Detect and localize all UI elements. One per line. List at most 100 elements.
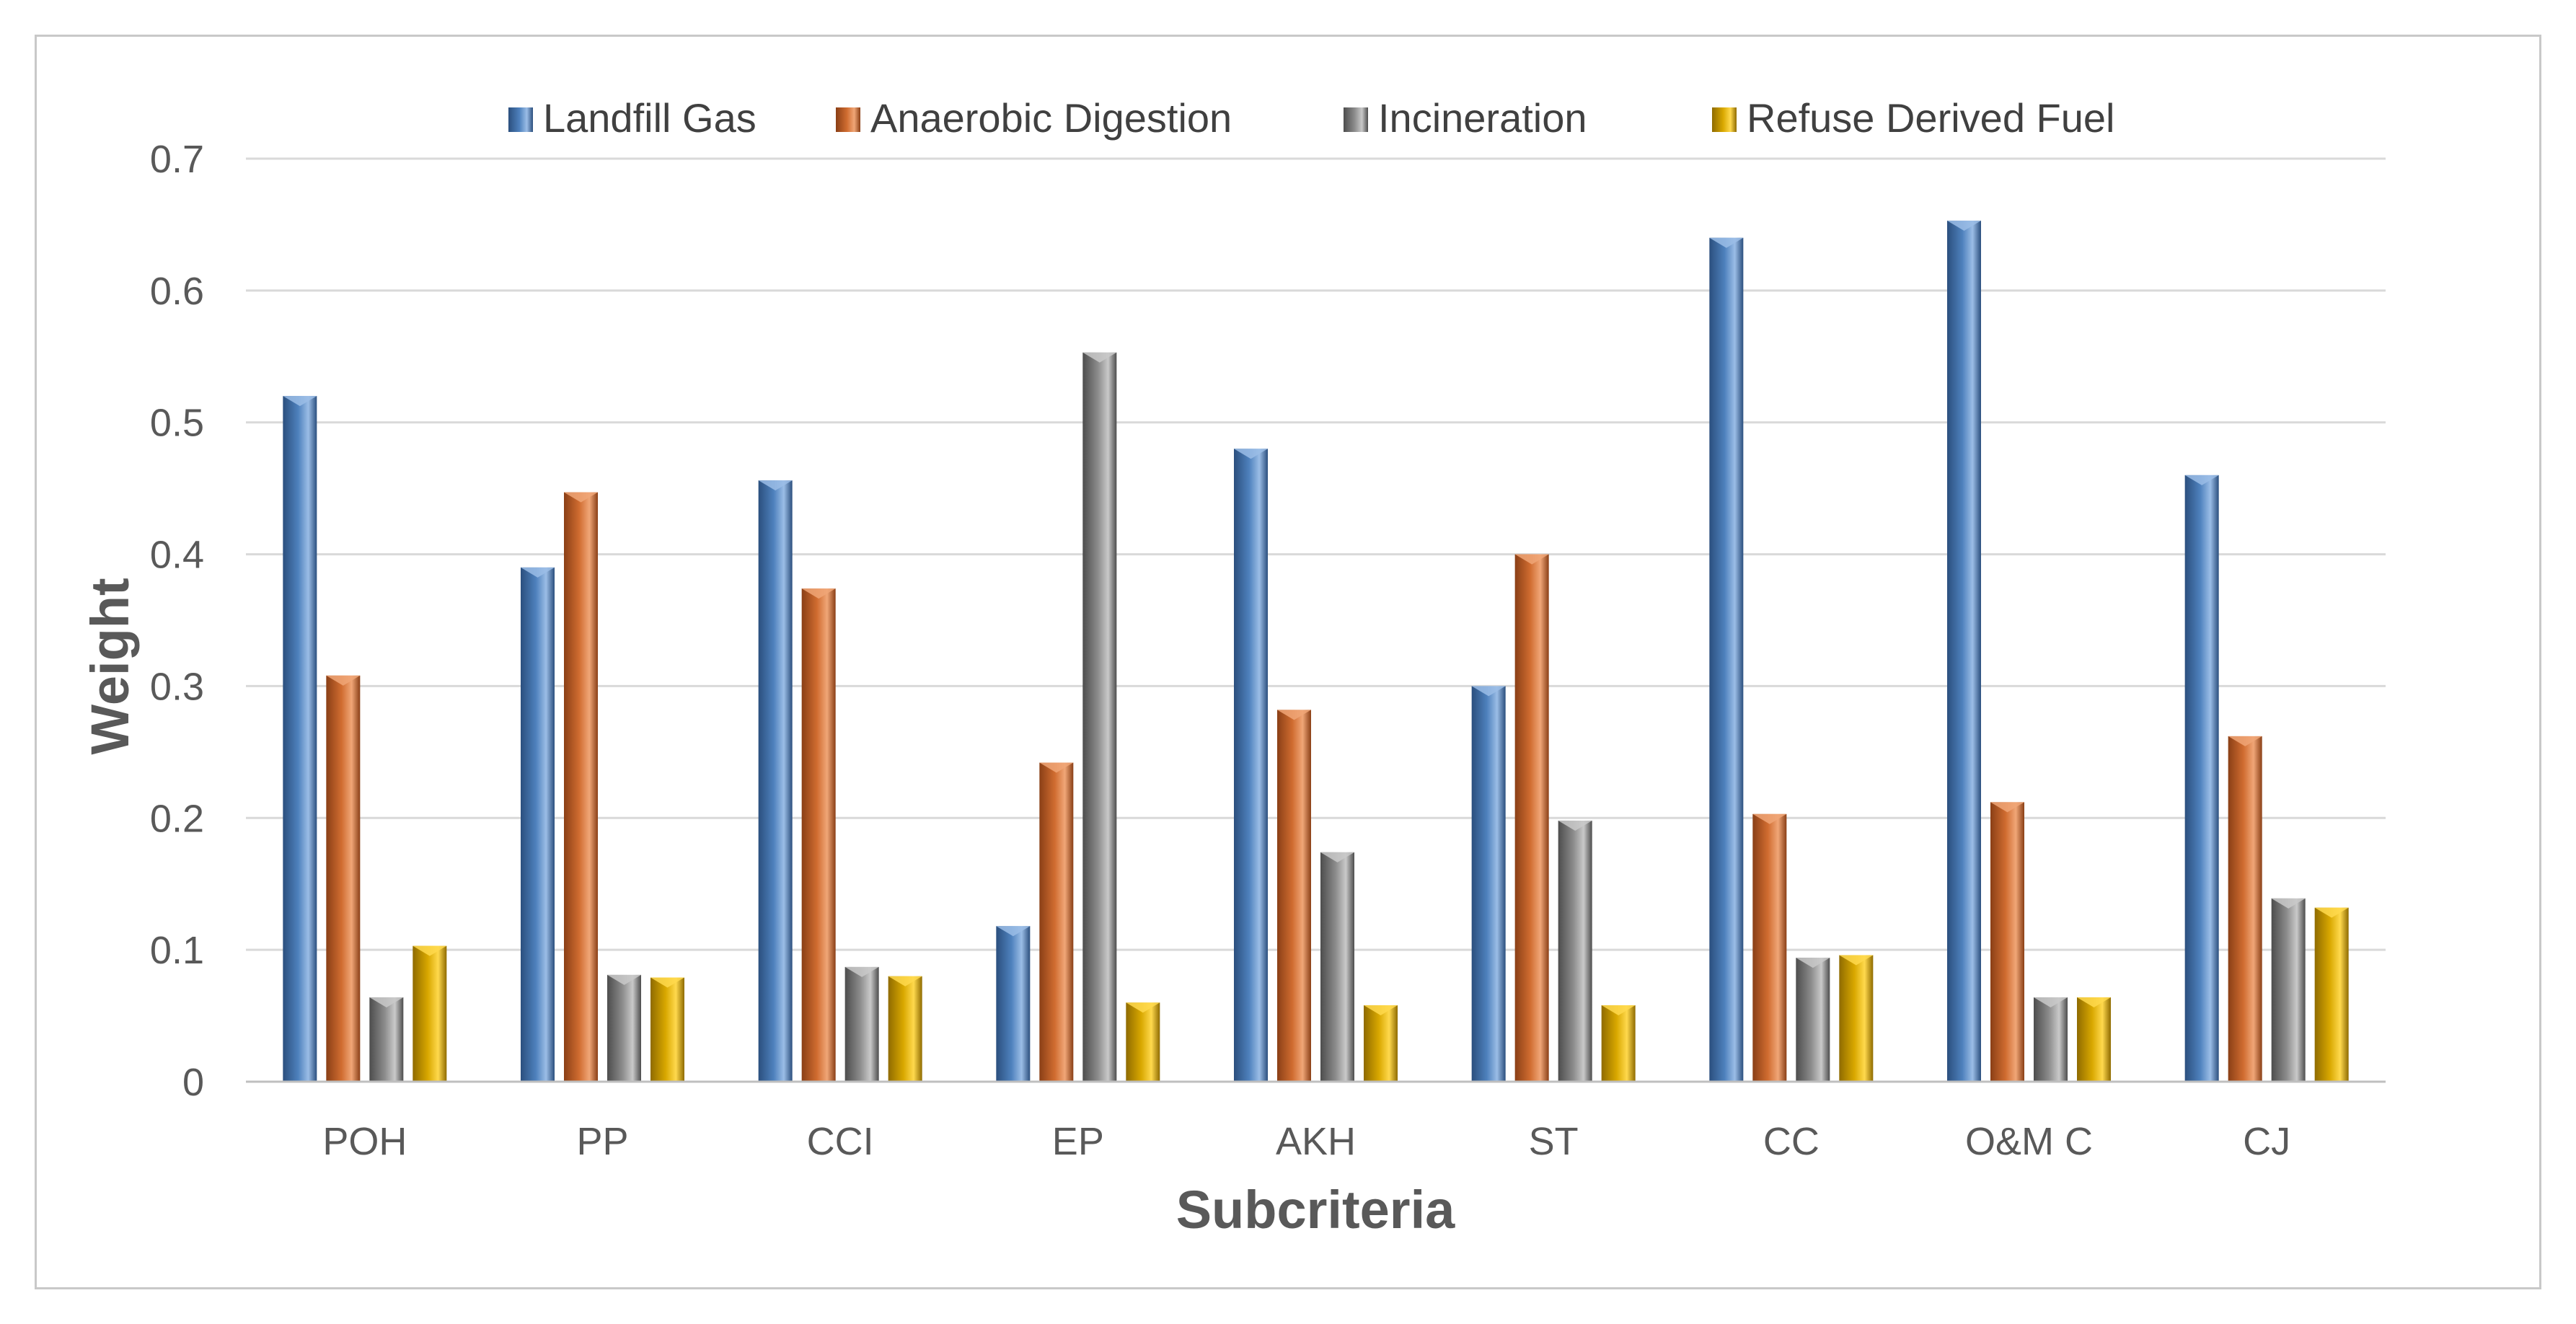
legend: Landfill Gas Anaerobic Digestion Incinerat… xyxy=(508,95,2114,141)
bar-akh-anaerobic-digestion xyxy=(1277,710,1311,1082)
bar-top-akh-landfill-gas xyxy=(1234,449,1268,459)
bar-top-pp-incineration xyxy=(607,974,641,985)
bar-cj-anaerobic-digestion xyxy=(2228,736,2262,1082)
y-axis-title: Weight xyxy=(80,578,140,754)
gridlines xyxy=(246,157,2386,951)
chart-frame: 0 0.1 0.2 0.3 0.4 0.5 0.6 0.7 POH PP CCI EP AKH ST CC… xyxy=(35,35,2541,1289)
bar-oandm-c-incineration xyxy=(2034,997,2068,1082)
bar-ep-landfill-gas xyxy=(996,926,1031,1082)
bar-top-cc-anaerobic-digestion xyxy=(1752,813,1787,824)
x-tick-label: CC xyxy=(1763,1120,1819,1163)
bar-poh-incineration xyxy=(369,997,404,1082)
x-tick-label: CJ xyxy=(2243,1120,2290,1163)
bar-cci-refuse-derived-fuel xyxy=(888,976,922,1082)
bar-cj-incineration xyxy=(2271,898,2306,1082)
bar-cci-anaerobic-digestion xyxy=(801,588,836,1082)
bar-top-pp-landfill-gas xyxy=(521,567,555,578)
bar-top-cc-incineration xyxy=(1796,958,1830,968)
bar-st-refuse-derived-fuel xyxy=(1601,1005,1636,1082)
x-tick-label: EP xyxy=(1052,1120,1104,1163)
y-tick-label: 0.1 xyxy=(150,929,204,972)
bar-top-oandm-c-landfill-gas xyxy=(1947,220,1981,231)
bar-akh-incineration xyxy=(1320,852,1354,1082)
bar-top-cj-refuse-derived-fuel xyxy=(2314,907,2349,918)
bar-top-oandm-c-anaerobic-digestion xyxy=(1990,802,2024,813)
legend-label-landfill-gas: Landfill Gas xyxy=(543,95,757,141)
bar-top-ep-refuse-derived-fuel xyxy=(1126,1002,1160,1013)
bar-top-cci-anaerobic-digestion xyxy=(801,588,836,599)
bar-top-st-anaerobic-digestion xyxy=(1514,554,1549,565)
legend-label-anaerobic-digestion: Anaerobic Digestion xyxy=(870,95,1232,141)
bar-top-oandm-c-refuse-derived-fuel xyxy=(2077,997,2111,1007)
bar-ep-incineration xyxy=(1082,352,1117,1082)
y-tick-label: 0 xyxy=(182,1061,204,1104)
bar-top-pp-anaerobic-digestion xyxy=(564,492,598,503)
bar-akh-landfill-gas xyxy=(1234,449,1268,1082)
bar-top-cci-landfill-gas xyxy=(758,480,793,491)
bar-st-landfill-gas xyxy=(1471,686,1506,1082)
x-axis-title: Subcriteria xyxy=(1176,1180,1455,1240)
bar-top-cj-landfill-gas xyxy=(2184,475,2219,485)
bar-top-cj-anaerobic-digestion xyxy=(2228,736,2262,746)
x-tick-label: O&M C xyxy=(1965,1120,2093,1163)
bar-top-cc-landfill-gas xyxy=(1709,237,1744,248)
bar-top-cci-incineration xyxy=(844,966,879,977)
bar-cj-landfill-gas xyxy=(2184,475,2219,1082)
bar-pp-anaerobic-digestion xyxy=(564,492,598,1082)
x-axis-ticks: POH PP CCI EP AKH ST CC O&M C CJ xyxy=(322,1120,2290,1163)
bar-poh-landfill-gas xyxy=(283,396,317,1082)
bar-cci-incineration xyxy=(844,966,879,1082)
bar-poh-anaerobic-digestion xyxy=(326,675,361,1082)
bars xyxy=(283,220,2349,1082)
bar-top-st-incineration xyxy=(1558,820,1592,831)
bar-cci-landfill-gas xyxy=(758,480,793,1082)
bar-pp-refuse-derived-fuel xyxy=(650,977,684,1082)
bar-top-poh-incineration xyxy=(369,997,404,1007)
y-axis-ticks: 0 0.1 0.2 0.3 0.4 0.5 0.6 0.7 xyxy=(150,138,204,1104)
bar-akh-refuse-derived-fuel xyxy=(1364,1005,1398,1082)
legend-label-incineration: Incineration xyxy=(1378,95,1587,141)
y-tick-label: 0.5 xyxy=(150,402,204,445)
legend-swatch-anaerobic-digestion xyxy=(836,107,860,132)
y-tick-label: 0.4 xyxy=(150,534,204,577)
x-tick-label: CCI xyxy=(807,1120,874,1163)
legend-swatch-refuse-derived-fuel xyxy=(1712,107,1737,132)
legend-swatch-incineration xyxy=(1344,107,1368,132)
bar-top-akh-refuse-derived-fuel xyxy=(1364,1005,1398,1015)
bar-st-anaerobic-digestion xyxy=(1514,554,1549,1082)
bar-cc-refuse-derived-fuel xyxy=(1839,955,1874,1082)
bar-top-cc-refuse-derived-fuel xyxy=(1839,955,1874,966)
y-tick-label: 0.2 xyxy=(150,797,204,840)
y-tick-label: 0.6 xyxy=(150,270,204,313)
x-tick-label: POH xyxy=(322,1120,407,1163)
y-tick-label: 0.7 xyxy=(150,138,204,181)
bar-top-poh-refuse-derived-fuel xyxy=(413,945,447,956)
bar-top-ep-anaerobic-digestion xyxy=(1039,762,1074,773)
bar-top-akh-anaerobic-digestion xyxy=(1277,710,1311,720)
bar-top-cj-incineration xyxy=(2271,898,2306,909)
bar-top-oandm-c-incineration xyxy=(2034,997,2068,1007)
bar-top-st-landfill-gas xyxy=(1471,686,1506,697)
legend-label-refuse-derived-fuel: Refuse Derived Fuel xyxy=(1747,95,2114,141)
bar-top-pp-refuse-derived-fuel xyxy=(650,977,684,988)
x-tick-label: PP xyxy=(576,1120,628,1163)
bar-ep-anaerobic-digestion xyxy=(1039,762,1074,1082)
bar-cc-landfill-gas xyxy=(1709,237,1744,1082)
bar-ep-refuse-derived-fuel xyxy=(1126,1002,1160,1082)
bar-chart: 0 0.1 0.2 0.3 0.4 0.5 0.6 0.7 POH PP CCI EP AKH ST CC… xyxy=(80,95,2386,1240)
bar-top-st-refuse-derived-fuel xyxy=(1601,1005,1636,1015)
bar-cc-incineration xyxy=(1796,958,1830,1082)
bar-pp-incineration xyxy=(607,974,641,1082)
bar-top-poh-anaerobic-digestion xyxy=(326,675,361,686)
bar-st-incineration xyxy=(1558,820,1592,1082)
bar-oandm-c-refuse-derived-fuel xyxy=(2077,997,2111,1082)
legend-swatch-landfill-gas xyxy=(508,107,533,132)
bar-top-ep-incineration xyxy=(1082,352,1117,363)
bar-oandm-c-landfill-gas xyxy=(1947,220,1981,1082)
bar-cj-refuse-derived-fuel xyxy=(2314,907,2349,1082)
y-tick-label: 0.3 xyxy=(150,665,204,708)
bar-oandm-c-anaerobic-digestion xyxy=(1990,802,2024,1082)
x-tick-label: AKH xyxy=(1276,1120,1356,1163)
bar-top-poh-landfill-gas xyxy=(283,396,317,407)
bar-top-ep-landfill-gas xyxy=(996,926,1031,937)
